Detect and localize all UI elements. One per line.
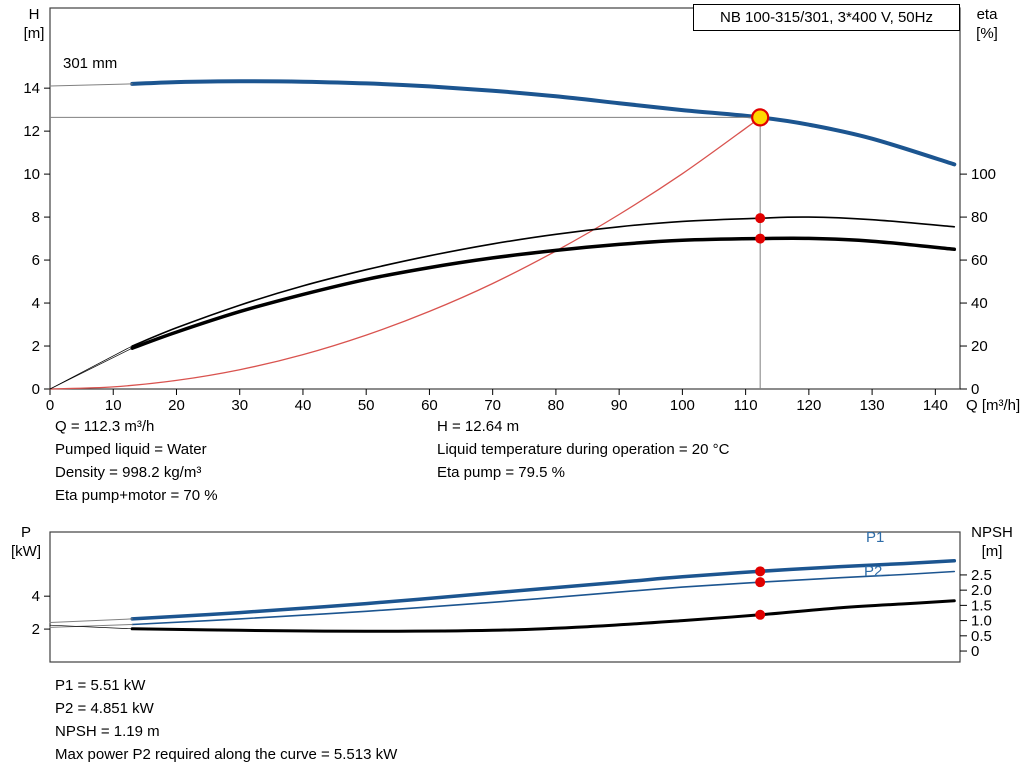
- p-axis-label: P: [20, 524, 31, 541]
- eta-axis-label: eta: [976, 6, 998, 23]
- npsh-axis-label: NPSH: [971, 524, 1013, 541]
- x-tick-label: 130: [860, 397, 885, 414]
- x-tick-label: 0: [46, 397, 54, 414]
- eta-pump-curve: [131, 216, 956, 347]
- y-right-tick-label: 1.5: [971, 597, 992, 614]
- info-p1: P1 = 5.51 kW: [55, 677, 146, 694]
- h-axis-label: H: [28, 6, 40, 23]
- p-axis-header: P [kW]: [2, 523, 50, 561]
- pump-title-box: NB 100-315/301, 3*400 V, 50Hz: [693, 4, 960, 31]
- info-temperature: Liquid temperature during operation = 20…: [437, 441, 730, 458]
- qh-eta-chart-frame: [49, 7, 961, 390]
- info-npsh: NPSH = 1.19 m: [55, 723, 160, 740]
- info-density: Density = 998.2 kg/m³: [55, 464, 202, 481]
- info-eta-pump: Eta pump = 79.5 %: [437, 464, 565, 481]
- info-head: H = 12.64 m: [437, 418, 520, 435]
- system-curve: [49, 116, 761, 390]
- info-eta-total: Eta pump+motor = 70 %: [55, 487, 218, 504]
- eta-pump-motor-leader: [49, 347, 133, 390]
- P1: [130, 559, 957, 621]
- head-leader: [49, 83, 133, 87]
- x-tick-label: 40: [295, 397, 312, 414]
- info-p2: P2 = 4.851 kW: [55, 700, 154, 717]
- npsh-axis-unit: [m]: [981, 543, 1003, 560]
- y-left-tick-label: 4: [32, 295, 40, 312]
- P2-leader: [49, 624, 133, 628]
- y-right-tick-label: 40: [971, 295, 988, 312]
- eta-pump-point: [755, 213, 766, 224]
- x-tick-label: 110: [734, 397, 758, 414]
- y-left-tick-label: 2: [32, 621, 40, 638]
- y-right-tick-label: 80: [971, 209, 988, 226]
- info-liquid: Pumped liquid = Water: [55, 441, 207, 458]
- npsh-curve: [130, 599, 956, 633]
- y-left-tick-label: 2: [32, 338, 40, 355]
- duty-point-marker[interactable]: [751, 108, 770, 127]
- y-right-tick-label: 2.0: [971, 582, 992, 599]
- npsh-point: [755, 609, 766, 620]
- operating-info-right: H = 12.64 m Liquid temperature during op…: [437, 415, 729, 484]
- eta-pump-motor-curve: [130, 236, 957, 350]
- y-right-tick-label: 60: [971, 252, 988, 269]
- x-tick-label: 70: [484, 397, 501, 414]
- x-tick-label: 60: [421, 397, 438, 414]
- P2: [131, 570, 956, 626]
- p1-curve-label: P1: [866, 529, 885, 546]
- p2-point: [755, 577, 766, 588]
- y-right-tick-label: 0: [971, 381, 979, 398]
- y-left-tick-label: 14: [23, 80, 40, 97]
- power-npsh-chart-frame: [49, 531, 961, 663]
- x-tick-label: 90: [611, 397, 628, 414]
- p1-point: [755, 566, 766, 577]
- y-right-tick-label: 0: [971, 643, 979, 660]
- y-right-tick-label: 1.0: [971, 613, 992, 630]
- info-max-power: Max power P2 required along the curve = …: [55, 746, 398, 763]
- eta-pump-motor-point: [755, 233, 766, 244]
- eta-axis-unit: [%]: [976, 25, 998, 42]
- y-right-tick-label: 0.5: [971, 628, 992, 645]
- npsh-axis-header: NPSH [m]: [962, 523, 1022, 561]
- x-tick-label: 100: [670, 397, 695, 414]
- y-right-tick-label: 2.5: [971, 567, 992, 584]
- x-tick-label: 20: [168, 397, 185, 414]
- x-tick-label: 120: [796, 397, 821, 414]
- p-axis-unit: [kW]: [11, 543, 41, 560]
- y-right-tick-label: 100: [971, 166, 996, 183]
- x-tick-label: 30: [231, 397, 248, 414]
- y-left-tick-label: 10: [23, 166, 40, 183]
- y-left-tick-label: 8: [32, 209, 40, 226]
- power-info: P1 = 5.51 kW P2 = 4.851 kW NPSH = 1.19 m…: [55, 674, 397, 766]
- h-axis-header: H [m]: [14, 5, 54, 43]
- y-left-tick-label: 12: [23, 123, 40, 140]
- x-tick-label: 80: [548, 397, 565, 414]
- y-left-tick-label: 6: [32, 252, 40, 269]
- npsh-leader: [49, 624, 133, 630]
- y-left-tick-label: 4: [32, 588, 40, 605]
- x-tick-label: 50: [358, 397, 375, 414]
- P1-leader: [49, 618, 133, 623]
- p2-curve-label: P2: [864, 563, 883, 580]
- eta-axis-header: eta [%]: [964, 5, 1010, 43]
- info-flow: Q = 112.3 m³/h: [55, 418, 155, 435]
- head-curve-301mm: [130, 79, 957, 167]
- impeller-size-label: 301 mm: [63, 55, 118, 72]
- operating-info-left: Q = 112.3 m³/h Pumped liquid = Water Den…: [55, 415, 218, 507]
- h-axis-unit: [m]: [23, 25, 45, 42]
- y-right-tick-label: 20: [971, 338, 988, 355]
- y-left-tick-label: 0: [32, 381, 40, 398]
- x-tick-label: 140: [923, 397, 948, 414]
- x-tick-label: 10: [105, 397, 122, 414]
- q-axis-label: Q [m³/h]: [966, 397, 1021, 414]
